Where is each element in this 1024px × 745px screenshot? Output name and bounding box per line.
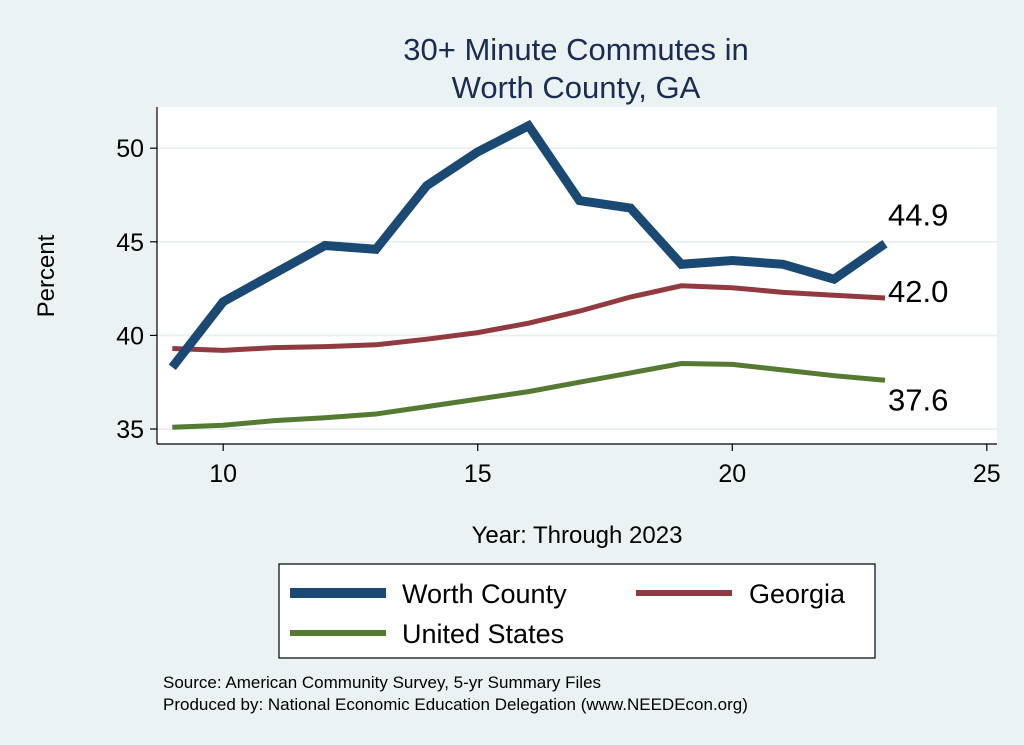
y-tick-label-45: 45 xyxy=(116,229,144,257)
legend-box xyxy=(278,563,876,659)
series-line-united-states xyxy=(172,360,886,430)
plot-area xyxy=(157,107,997,444)
x-axis-title: Year: Through 2023 xyxy=(472,522,683,549)
y-axis-ticks: 35 40 45 50 xyxy=(116,135,157,444)
chart-title-line-1: 30+ Minute Commutes in xyxy=(403,32,748,67)
y-axis-title: Percent xyxy=(33,234,60,317)
x-tick-label-25: 25 xyxy=(973,460,1001,488)
series-line-worth-county xyxy=(168,119,888,370)
end-label-georgia: 42.0 xyxy=(888,274,948,309)
series-group xyxy=(168,119,888,430)
chart-title-line-2: Worth County, GA xyxy=(452,70,701,105)
end-label-united-states: 37.6 xyxy=(888,382,948,417)
y-tick-label-35: 35 xyxy=(116,416,144,444)
x-tick-label-20: 20 xyxy=(718,460,746,488)
legend: Worth County Georgia United States xyxy=(290,579,846,649)
x-tick-label-10: 10 xyxy=(209,460,237,488)
legend-label-georgia: Georgia xyxy=(749,579,846,609)
y-tick-label-50: 50 xyxy=(116,135,144,163)
x-axis-ticks: 10 15 20 25 xyxy=(209,444,1001,488)
y-tick-label-40: 40 xyxy=(116,322,144,350)
end-labels: 44.9 42.0 37.6 xyxy=(888,198,948,418)
source-line-2: Produced by: National Economic Education… xyxy=(163,695,748,714)
source-line-1: Source: American Community Survey, 5-yr … xyxy=(163,673,601,692)
x-tick-label-15: 15 xyxy=(464,460,492,488)
series-line-georgia xyxy=(172,283,886,353)
legend-label-worth-county: Worth County xyxy=(402,579,567,609)
end-label-worth-county: 44.9 xyxy=(888,198,948,233)
legend-label-united-states: United States xyxy=(402,619,564,649)
gridlines xyxy=(157,147,997,430)
